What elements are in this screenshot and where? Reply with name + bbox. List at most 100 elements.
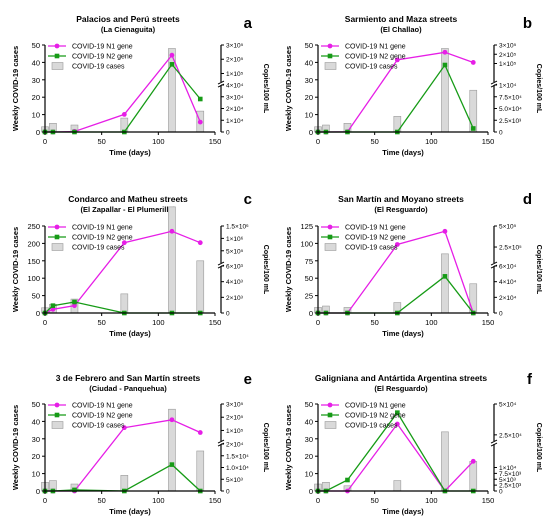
right-tick-label: 1×10⁶	[226, 236, 244, 243]
left-tick-label: 10	[32, 111, 40, 120]
legend-marker	[327, 234, 333, 240]
right-tick-label: 3×10⁵	[226, 43, 244, 50]
x-tick-label: 0	[316, 137, 320, 146]
y-axis-label: Weekly COVID-19 cases	[284, 46, 293, 131]
y-axis-label: Weekly COVID-19 cases	[11, 227, 20, 312]
n1-point	[169, 417, 175, 423]
n1-point	[394, 421, 400, 427]
case-bar	[393, 116, 402, 133]
right-tick-label: 0	[499, 130, 503, 137]
n1-point	[197, 240, 203, 246]
panel-c: Condarco and Matheu streets(El Zapallar …	[11, 191, 269, 338]
panel-title: Galigniana and Antártida Argentina stree…	[315, 373, 488, 383]
panel-subtitle: (Ciudad - Panquehua)	[89, 384, 167, 393]
right-axis-break	[490, 80, 498, 85]
x-tick-label: 0	[43, 318, 47, 327]
legend-marker	[54, 234, 60, 240]
left-tick-label: 75	[305, 257, 313, 266]
n1-point	[394, 242, 400, 247]
n1-point	[442, 49, 448, 55]
legend-marker	[54, 43, 60, 49]
x-tick-label: 50	[97, 318, 105, 327]
legend-label: COVID-19 N1 gene	[72, 403, 133, 410]
case-bar	[469, 461, 478, 492]
left-tick-label: 0	[309, 309, 313, 318]
left-tick-label: 40	[32, 417, 40, 426]
x-tick-label: 150	[209, 137, 222, 146]
right-axis-label: Copies/100 mL	[535, 245, 542, 295]
left-tick-label: 100	[27, 274, 40, 283]
right-tick-label: 6×10⁴	[499, 264, 517, 271]
n1-point	[197, 119, 203, 125]
x-tick-label: 150	[209, 496, 222, 505]
left-tick-label: 50	[305, 274, 313, 283]
right-tick-label: 5×10³	[226, 477, 244, 484]
right-axis-break	[217, 261, 225, 266]
n2-point	[197, 96, 203, 102]
panel-d: San Martín and Moyano streets(El Resguar…	[284, 191, 542, 338]
n1-point	[169, 228, 175, 234]
left-tick-label: 30	[32, 435, 40, 444]
panel-title: 3 de Febrero and San Martín streets	[56, 373, 201, 383]
n1-point	[470, 60, 476, 65]
n2-point	[50, 303, 56, 308]
x-tick-label: 0	[316, 496, 320, 505]
left-tick-label: 30	[32, 76, 40, 85]
right-axis-break	[217, 80, 225, 85]
y-axis-label: Weekly COVID-19 cases	[284, 405, 293, 490]
legend-label: COVID-19 N2 gene	[72, 235, 133, 242]
legend-swatch	[51, 421, 64, 429]
left-tick-label: 0	[309, 128, 313, 137]
left-tick-label: 40	[305, 417, 313, 426]
n1-point	[470, 458, 476, 464]
left-tick-label: 20	[32, 452, 40, 461]
x-tick-label: 50	[97, 137, 105, 146]
n1-point	[72, 303, 77, 309]
panel-subtitle: (El Challao)	[380, 25, 422, 34]
panel-title: San Martín and Moyano streets	[338, 194, 464, 204]
x-axis-label: Time (days)	[109, 507, 151, 516]
case-bar	[120, 475, 129, 492]
legend-label: COVID-19 N1 gene	[345, 403, 406, 410]
right-axis-break	[490, 439, 498, 444]
right-tick-label: 1×10⁴	[226, 118, 244, 125]
right-tick-label: 5.0×10⁴	[499, 106, 522, 113]
right-axis-break	[490, 261, 498, 266]
legend-label: COVID-19 N2 gene	[345, 413, 406, 420]
n1-point	[442, 228, 448, 234]
panel-title: Sarmiento and Maza streets	[345, 14, 458, 24]
right-tick-label: 2×10⁴	[499, 295, 517, 302]
panel-letter: f	[527, 371, 533, 388]
case-bar	[196, 260, 205, 314]
x-tick-label: 50	[370, 137, 378, 146]
legend-marker	[327, 53, 333, 59]
panel-subtitle: (La Cienaguita)	[101, 25, 156, 34]
left-tick-label: 50	[32, 41, 40, 50]
right-tick-label: 1×10⁴	[499, 465, 517, 472]
left-tick-label: 30	[305, 76, 313, 85]
x-tick-label: 150	[209, 318, 222, 327]
right-tick-label: 1.5×10⁶	[226, 224, 249, 231]
right-tick-label: 2×10⁴	[226, 106, 244, 113]
panel-subtitle: (El Resguardo)	[374, 205, 428, 214]
right-tick-label: 2×10³	[226, 295, 244, 302]
right-tick-label: 5×10⁵	[226, 248, 244, 255]
legend-label: COVID-19 cases	[72, 64, 125, 71]
right-tick-label: 0	[499, 489, 503, 496]
y-axis-label: Weekly COVID-19 cases	[11, 46, 20, 131]
right-tick-label: 2.5×10³	[499, 483, 522, 490]
x-tick-label: 50	[370, 496, 378, 505]
right-axis-break	[217, 439, 225, 444]
right-tick-label: 0	[226, 489, 230, 496]
left-tick-label: 0	[36, 128, 40, 137]
legend-label: COVID-19 cases	[72, 423, 125, 430]
right-tick-label: 3×10⁵	[499, 43, 517, 50]
panel-letter: a	[244, 15, 253, 32]
left-tick-label: 50	[32, 400, 40, 409]
legend-label: COVID-19 N2 gene	[345, 54, 406, 61]
legend-label: COVID-19 cases	[72, 245, 125, 252]
x-axis-label: Time (days)	[382, 507, 424, 516]
right-axis-label: Copies/100 mL	[262, 64, 269, 114]
left-tick-label: 0	[36, 487, 40, 496]
right-axis-label: Copies/100 mL	[262, 423, 269, 473]
